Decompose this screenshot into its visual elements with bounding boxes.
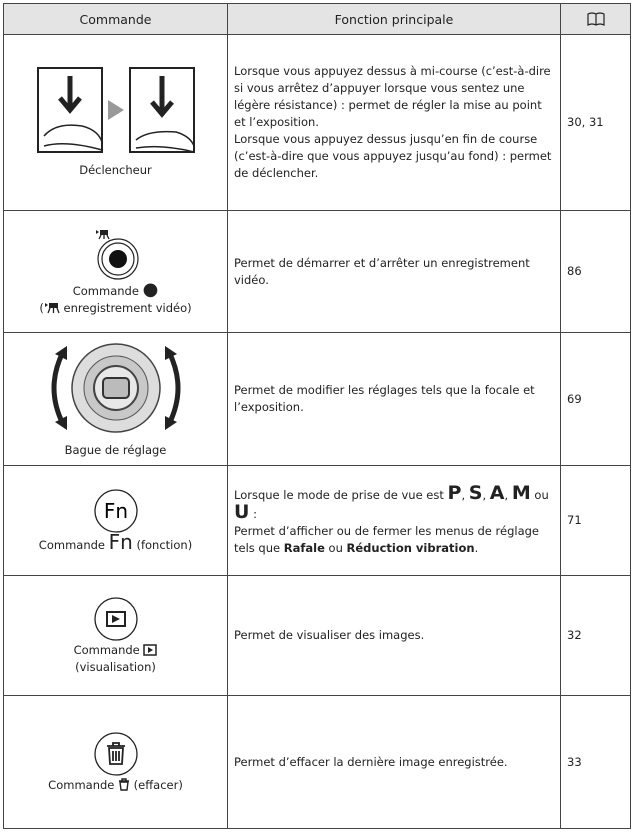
text: Commande [48, 777, 115, 792]
page-cell: 69 [560, 332, 631, 466]
text: : [249, 506, 257, 521]
page-cell: 71 [560, 465, 631, 576]
description: Lorsque vous appuyez dessus à mi-course … [234, 63, 554, 131]
page-cell: 32 [560, 575, 631, 696]
page-cell: 33 [560, 695, 631, 829]
text: , [504, 487, 512, 502]
command-label: Bague de réglage [64, 442, 167, 457]
text: Rafale [283, 540, 325, 555]
description: Permet d’effacer la dernière image enreg… [234, 754, 554, 771]
text: Permet d’effacer la dernière image enreg… [234, 754, 508, 769]
icon-label: Fn [103, 499, 127, 523]
fn-button-icon: Fn [93, 488, 138, 533]
description: Permet de modifier les réglages tels que… [234, 382, 554, 416]
text: (fonction) [136, 537, 193, 552]
text: Commande [38, 537, 105, 552]
text: Permet d’afficher ou de fermer les menus… [234, 523, 539, 555]
command-label: Commande Fn (fonction) [10, 532, 221, 554]
text: ou [324, 540, 347, 555]
text: , [482, 487, 490, 502]
text: U [234, 500, 250, 523]
row: Déclencheur Lorsque vous appuyez dessus … [3, 34, 631, 211]
command-cell: Commande (visualisation) [3, 575, 228, 696]
header-cell: Fonction principale [227, 3, 561, 35]
row: Fn Commande Fn (fonction) Lorsque le mod… [3, 465, 631, 576]
shutter-icon [36, 67, 195, 153]
text: . [474, 540, 479, 555]
header-cell: Commande [3, 3, 228, 35]
text: ( [39, 300, 44, 315]
text: Permet de démarrer et d’arrêter un enreg… [234, 255, 530, 287]
description-cell: Permet d’effacer la dernière image enreg… [227, 695, 561, 829]
text: Fn [108, 529, 133, 554]
command-cell: Commande ● ( enregistrement vidéo) [3, 210, 228, 333]
description: Permet de démarrer et d’arrêter un enreg… [234, 255, 554, 289]
movie-icon [44, 302, 60, 313]
record-glyph: ● [142, 278, 159, 300]
header-cell [560, 3, 631, 35]
command-label: (visualisation) [75, 659, 156, 674]
text: Permet de modifier les réglages tels que… [234, 383, 535, 414]
description: Permet d’afficher ou de fermer les menus… [234, 523, 554, 557]
play-glyph [143, 643, 158, 656]
page-cell: 30, 31 [560, 34, 631, 211]
description-cell: Permet de modifier les réglages tels que… [227, 332, 561, 466]
text: Commande [73, 642, 140, 657]
text: S [468, 481, 483, 504]
description: Lorsque vous appuyez dessus jusqu’en fin… [234, 131, 554, 182]
page-cell: 86 [560, 210, 631, 333]
text: Commande [72, 283, 139, 298]
text: P [447, 481, 462, 504]
trash-glyph [119, 777, 130, 791]
text: Réduction vibration [346, 540, 475, 555]
description-cell: Lorsque vous appuyez dessus à mi-course … [227, 34, 561, 211]
command-label: Déclencheur [79, 163, 152, 177]
row: Commande (visualisation) Permet de visua… [3, 575, 631, 696]
header-row: Commande Fonction principale [3, 3, 631, 35]
description-cell: Lorsque le mode de prise de vue est P, S… [227, 465, 561, 576]
command-label: Commande (effacer) [10, 777, 221, 794]
command-cell: Déclencheur [3, 34, 228, 211]
text: Permet de visualiser des images. [234, 628, 425, 642]
description-cell: Permet de démarrer et d’arrêter un enreg… [227, 210, 561, 333]
text: Lorsque le mode de prise de vue est [234, 487, 448, 502]
row: Bague de réglage Permet de modifier les … [3, 332, 631, 466]
text: (effacer) [133, 777, 183, 792]
play-button-icon [93, 596, 138, 641]
text: , [461, 487, 469, 502]
description: Lorsque le mode de prise de vue est P, S… [234, 481, 554, 523]
command-label: Commande ● [10, 278, 221, 300]
description-cell: Permet de visualiser des images. [227, 575, 561, 696]
book-icon [586, 12, 605, 26]
control-ring-icon [51, 342, 180, 433]
command-label: Commande [10, 642, 221, 659]
text: A [489, 481, 505, 504]
row: Commande ● ( enregistrement vidéo) Perme… [3, 210, 631, 333]
command-cell: Fn Commande Fn (fonction) [3, 465, 228, 576]
text: Lorsque vous appuyez dessus à mi-course … [234, 64, 551, 129]
delete-button-icon [93, 731, 138, 776]
command-cell: Commande (effacer) [3, 695, 228, 829]
command-cell: Bague de réglage [3, 332, 228, 466]
description: Permet de visualiser des images. [234, 627, 554, 644]
command-label: ( enregistrement vidéo) [10, 300, 221, 317]
movie-record-icon [95, 229, 139, 280]
command-table: Commande Fonction principale Déclencheur… [3, 3, 631, 829]
text: enregistrement vidéo) [63, 300, 192, 315]
text: ou [530, 487, 549, 502]
text: Lorsque vous appuyez dessus jusqu’en fin… [234, 132, 552, 180]
row: Commande (effacer) Permet d’effacer la d… [3, 695, 631, 829]
text: M [511, 481, 531, 504]
